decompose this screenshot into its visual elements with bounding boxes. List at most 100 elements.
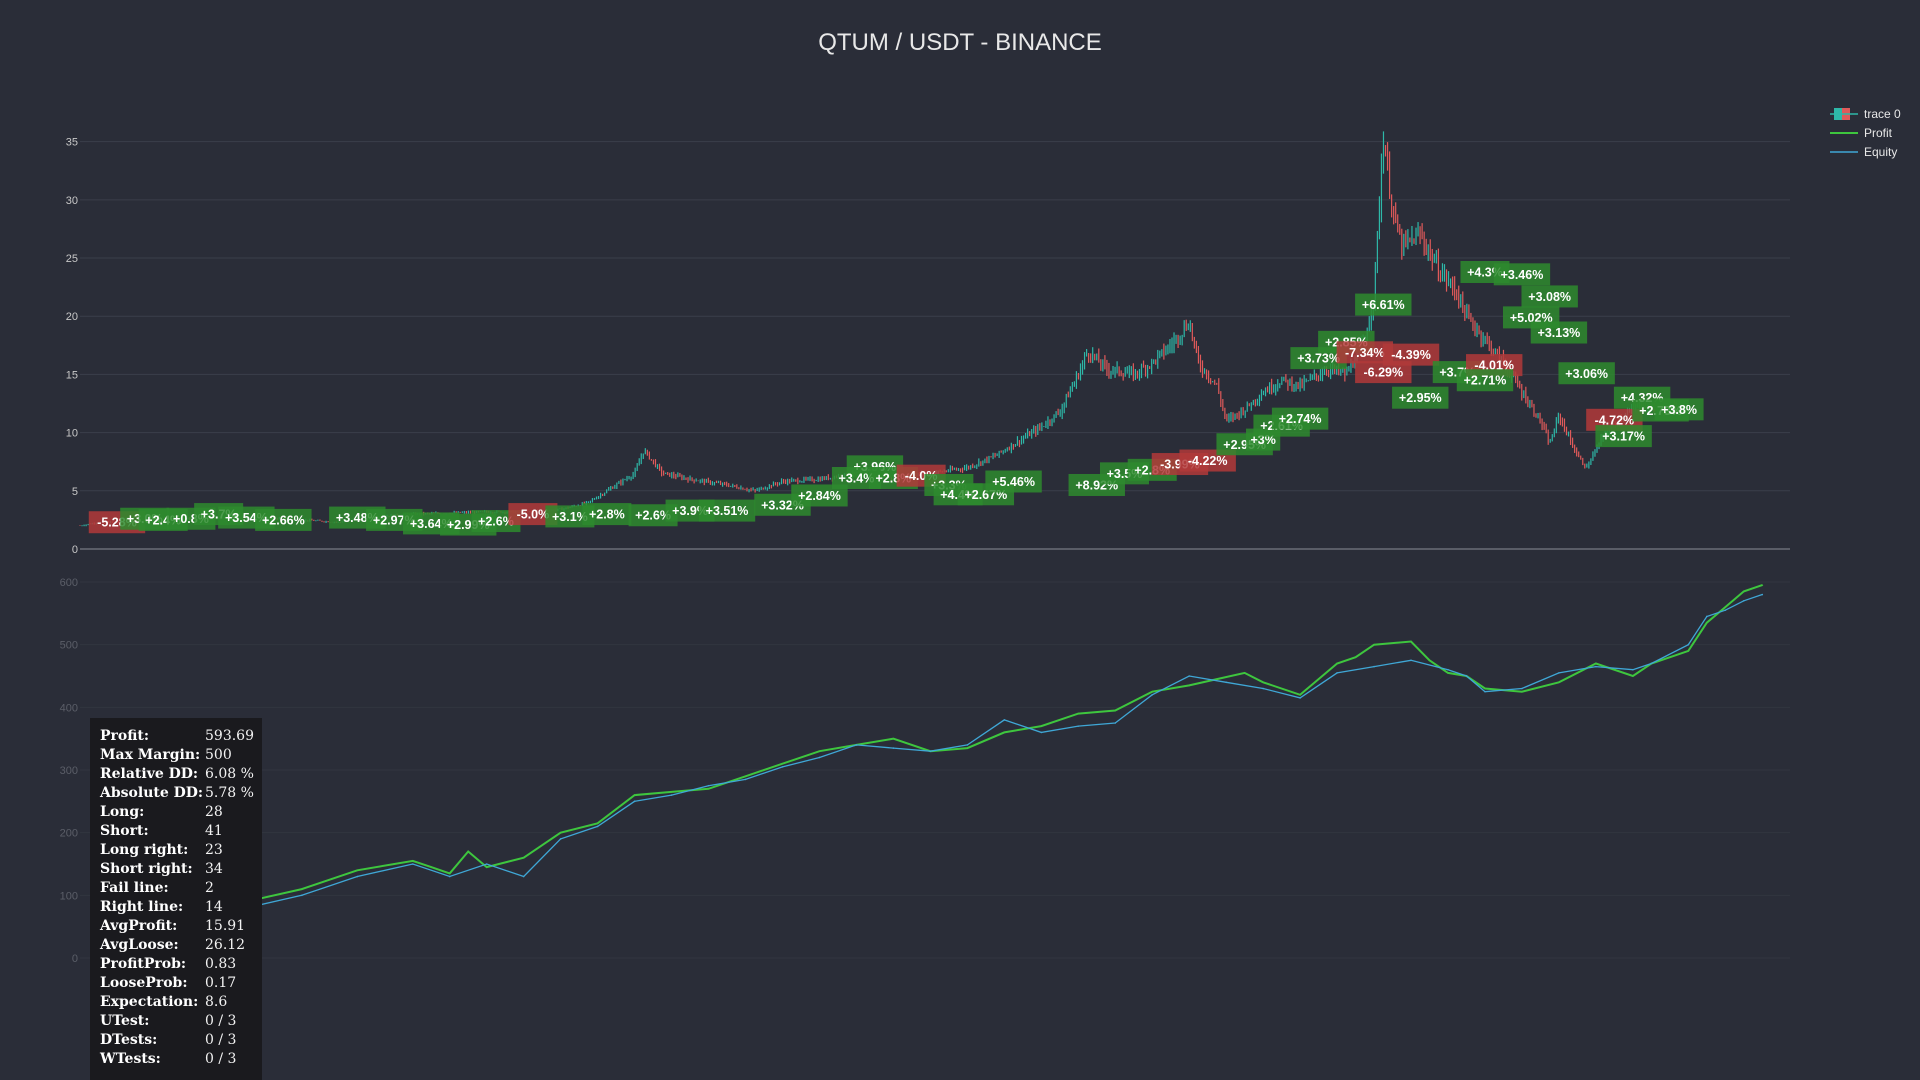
profit-point xyxy=(1188,684,1190,687)
profit-point xyxy=(356,869,359,872)
stat-value: 28 xyxy=(205,803,223,820)
legend-item-equity[interactable]: Equity xyxy=(1830,145,1897,159)
trade-label: -4.39% xyxy=(1382,343,1440,366)
trade-label-text: -4.72% xyxy=(1595,413,1635,427)
equity-point xyxy=(596,825,599,828)
trade-label-text: +2.6% xyxy=(478,515,514,529)
profit-point xyxy=(1595,662,1597,665)
trade-label: +3.51% xyxy=(698,499,756,522)
equity-point xyxy=(929,750,932,752)
price-y-tick: 30 xyxy=(66,195,78,207)
trade-label-box xyxy=(1521,285,1578,308)
trade-label-text: +3.4% xyxy=(839,472,875,486)
stat-key: Profit: xyxy=(100,727,150,744)
trade-label-box xyxy=(1355,293,1412,316)
stat-value: 0.17 xyxy=(205,974,237,991)
equity-point xyxy=(1632,668,1634,671)
equity-point xyxy=(1465,675,1468,677)
stat-value: 0 / 3 xyxy=(205,1050,237,1067)
profit-point xyxy=(1114,709,1117,712)
statistics-panel: Profit: 593.69 Max Margin: 500 Relative DD: 6… xyxy=(90,718,262,1080)
equity-point xyxy=(818,756,821,759)
price-y-tick: 10 xyxy=(66,428,78,440)
chart-title: QTUM / USDT - BINANCE xyxy=(818,29,1102,56)
equity-y-tick: 300 xyxy=(60,765,78,777)
stat-value: 8.6 xyxy=(205,993,228,1010)
stat-value: 0.83 xyxy=(205,955,237,972)
stat-row: DTests: 0 / 3 xyxy=(100,1030,262,1049)
profit-point xyxy=(1216,678,1218,680)
equity-point xyxy=(966,744,969,746)
stat-value: 26.12 xyxy=(205,936,246,953)
stat-key: Long: xyxy=(100,803,145,820)
equity-gridlines xyxy=(80,581,1790,959)
equity-series-line xyxy=(107,593,1763,962)
profit-point xyxy=(559,831,562,834)
profit-point xyxy=(1262,681,1264,684)
profit-point xyxy=(1077,712,1080,715)
stat-value: 2 xyxy=(205,879,214,896)
trade-label-text: +3.13% xyxy=(1538,326,1581,340)
trade-label-box xyxy=(255,508,312,531)
equity-point xyxy=(1336,672,1338,674)
profit-point xyxy=(633,794,636,796)
legend-item-trace0[interactable]: trace 0 xyxy=(1830,107,1901,121)
profit-point xyxy=(1724,606,1727,608)
profit-point xyxy=(467,850,470,853)
profit-series-line xyxy=(107,584,1763,959)
equity-point xyxy=(1262,687,1264,690)
profit-point xyxy=(1410,640,1412,643)
legend-item-profit[interactable]: Profit xyxy=(1830,126,1893,140)
legend[interactable]: trace 0 Profit Equity xyxy=(1830,107,1901,159)
profit-point xyxy=(670,791,673,793)
trade-label-box xyxy=(831,467,881,490)
equity-point xyxy=(633,800,636,803)
profit-point xyxy=(707,788,710,790)
trade-label-text: +2.6% xyxy=(635,509,671,523)
equity-point xyxy=(1225,681,1227,684)
price-y-tick: 25 xyxy=(66,253,78,265)
profit-point xyxy=(411,860,414,862)
trade-label-text: +3.06% xyxy=(1565,367,1608,381)
stat-value: 41 xyxy=(205,822,223,839)
equity-point xyxy=(1040,731,1043,734)
trade-label-text: +2.66% xyxy=(262,513,305,527)
trade-labels: -5.28%+3.0%+2.4%+0.8%+3.7%+3.54%+2.66%+3… xyxy=(88,260,1704,536)
profit-point xyxy=(1373,643,1375,646)
stat-key: Long right: xyxy=(100,841,189,858)
equity-point xyxy=(744,778,747,781)
stat-row: Fail line: 2 xyxy=(100,878,262,897)
stat-key: Relative DD: xyxy=(100,765,199,782)
profit-point xyxy=(1632,675,1634,677)
trade-label-box xyxy=(508,503,558,526)
stat-key: UTest: xyxy=(100,1012,150,1029)
stat-key: DTests: xyxy=(100,1031,158,1048)
stat-row: ProfitProb: 0.83 xyxy=(100,954,262,973)
stat-row: AvgLoose: 26.12 xyxy=(100,935,262,954)
trade-label-text: +5.02% xyxy=(1510,311,1553,325)
equity-point xyxy=(1484,690,1486,693)
stat-row: LooseProb: 0.17 xyxy=(100,973,262,992)
equity-point xyxy=(1724,609,1727,611)
equity-point xyxy=(485,863,488,865)
trade-label: +6.61% xyxy=(1355,293,1412,316)
profit-point xyxy=(781,762,784,765)
stat-row: Relative DD: 6.08 % xyxy=(100,764,262,783)
profit-point xyxy=(818,750,821,752)
stat-key: Short: xyxy=(100,822,149,839)
profit-point xyxy=(1742,590,1745,593)
trade-label: +2.84% xyxy=(791,484,848,507)
stat-row: Short right: 34 xyxy=(100,859,262,878)
profit-point xyxy=(1558,681,1560,684)
equity-point xyxy=(1114,722,1117,724)
trade-label-text: +2.95% xyxy=(1399,391,1442,405)
stat-value: 6.08 % xyxy=(205,765,254,782)
trade-label-text: +6.61% xyxy=(1362,298,1405,312)
trade-label: +2.95% xyxy=(1392,386,1449,409)
equity-point xyxy=(892,747,895,749)
equity-point xyxy=(522,875,525,878)
stat-key: Absolute DD: xyxy=(100,784,204,801)
price-y-tick: 0 xyxy=(72,544,78,556)
stat-key: AvgLoose: xyxy=(100,936,179,953)
trade-label: -6.29% xyxy=(1355,361,1412,384)
